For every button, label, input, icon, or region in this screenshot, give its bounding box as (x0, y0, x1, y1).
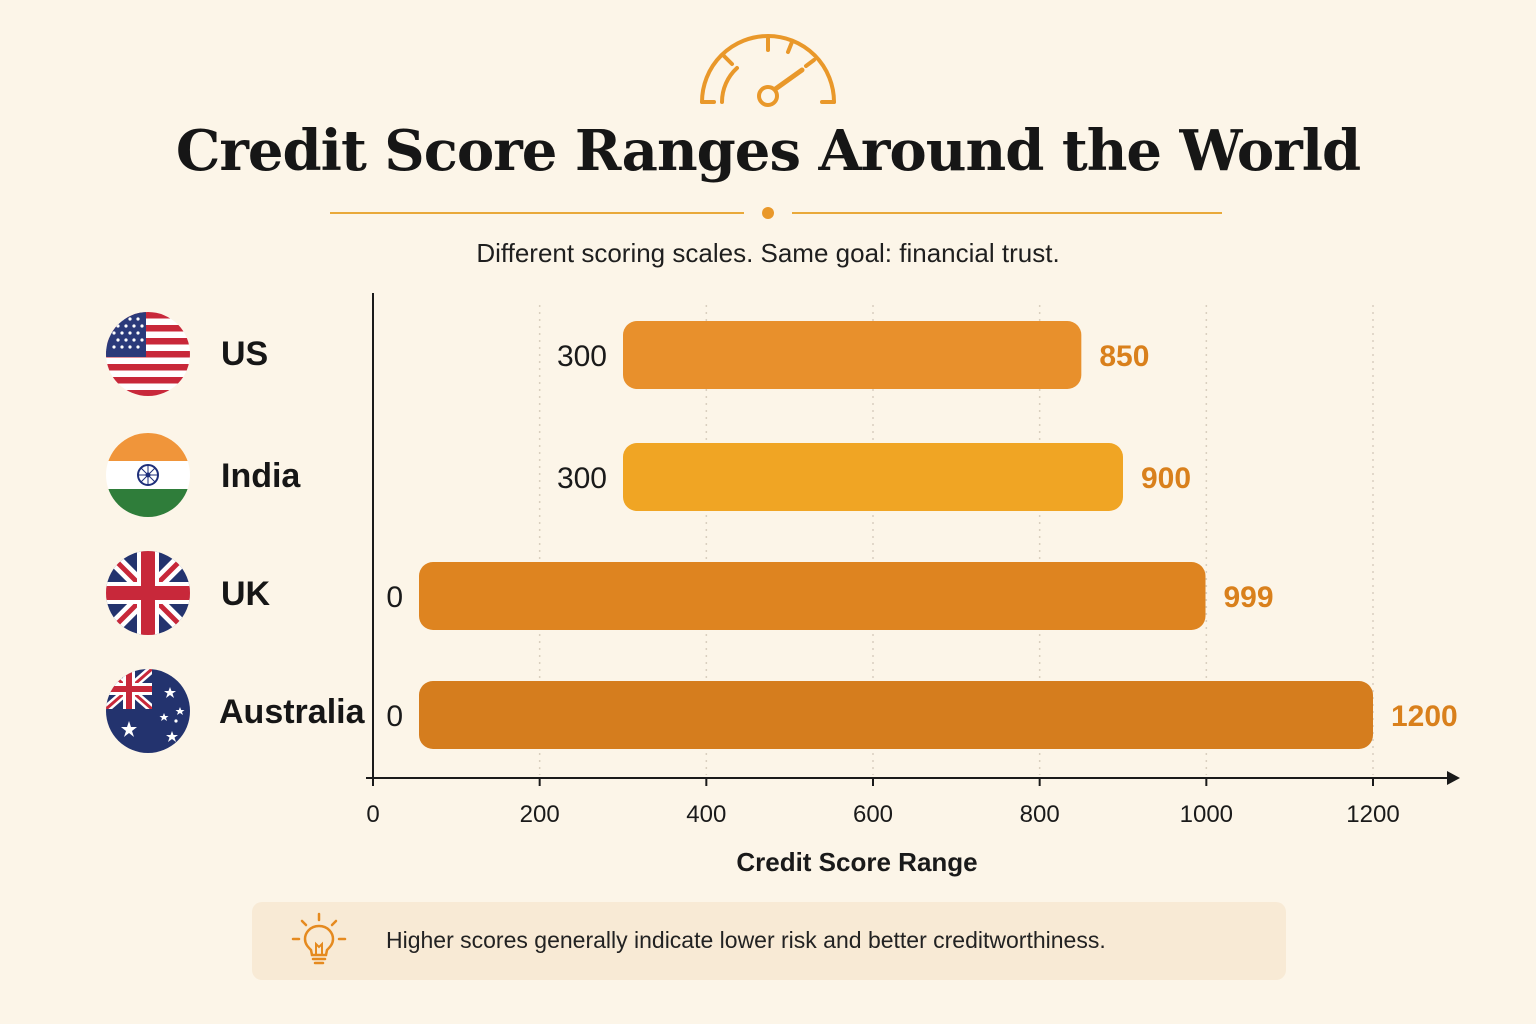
callout-text: Higher scores generally indicate lower r… (386, 927, 1106, 953)
x-tick-label: 0 (366, 801, 379, 828)
gauge-icon (700, 34, 836, 107)
x-axis-title: Credit Score Range (736, 847, 977, 877)
insight-callout: Higher scores generally indicate lower r… (252, 902, 1286, 980)
bar-australia (419, 681, 1373, 749)
row-label-us: US (221, 335, 269, 373)
x-axis-arrow-icon (1447, 771, 1460, 785)
bar-uk (419, 562, 1206, 630)
us-flag-icon (106, 312, 190, 396)
bar-min-label: 0 (386, 581, 403, 614)
bar-max-label: 900 (1141, 462, 1191, 495)
bar-max-label: 850 (1099, 340, 1149, 373)
x-tick-label: 200 (520, 801, 560, 828)
row-label-uk: UK (221, 575, 271, 613)
bar-max-label: 1200 (1391, 700, 1458, 733)
row-label-australia: Australia (219, 693, 365, 731)
bar-min-label: 300 (557, 340, 607, 373)
bar-india (623, 443, 1123, 511)
lightbulb-icon (291, 912, 347, 965)
page-subtitle: Different scoring scales. Same goal: fin… (476, 238, 1060, 268)
title-divider-right (792, 212, 1222, 214)
australia-flag-icon (106, 669, 190, 753)
x-tick-label: 400 (686, 801, 726, 828)
page-title: Credit Score Ranges Around the World (175, 118, 1361, 184)
bar-min-label: 0 (386, 700, 403, 733)
x-tick-label: 1000 (1180, 801, 1233, 828)
uk-flag-icon (106, 551, 190, 635)
bar-max-label: 999 (1224, 581, 1274, 614)
india-flag-icon (106, 433, 190, 517)
bar-us (623, 321, 1082, 389)
bar-min-label: 300 (557, 462, 607, 495)
x-tick-label: 1200 (1346, 801, 1399, 828)
row-label-india: India (221, 457, 301, 495)
title-divider-dot (762, 207, 774, 219)
title-divider-left (330, 212, 744, 214)
x-tick-label: 800 (1020, 801, 1060, 828)
x-tick-label: 600 (853, 801, 893, 828)
